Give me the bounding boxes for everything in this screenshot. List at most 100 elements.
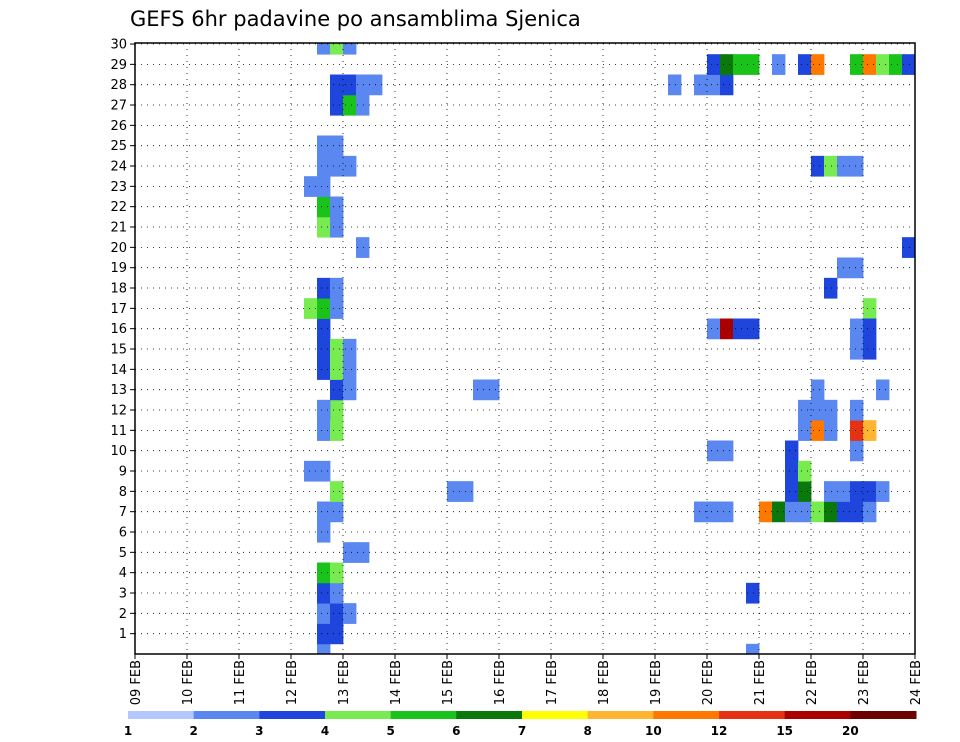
- y-tick-label: 4: [119, 566, 127, 581]
- heatmap-cell: [317, 460, 331, 482]
- heatmap-cell: [746, 318, 760, 340]
- heatmap-cell: [824, 481, 838, 502]
- legend-label: 6: [452, 724, 460, 738]
- y-tick-label: 20: [110, 241, 127, 256]
- heatmap-cell: [343, 379, 357, 401]
- heatmap-cell: [317, 501, 331, 523]
- heatmap-cell: [863, 318, 877, 340]
- x-tick-label: 17 FEB: [545, 660, 560, 705]
- heatmap-cell: [707, 440, 721, 462]
- heatmap-cell: [785, 440, 799, 462]
- y-tick-label: 7: [119, 505, 127, 520]
- y-tick-label: 19: [110, 261, 127, 276]
- heatmap-cell: [733, 318, 747, 340]
- heatmap-cell: [356, 74, 370, 96]
- y-tick-label: 6: [119, 526, 127, 541]
- heatmap-cell: [330, 94, 344, 116]
- heatmap-cell: [772, 54, 786, 75]
- heatmap-cell: [330, 135, 344, 157]
- y-tick-label: 25: [110, 139, 127, 154]
- heatmap-cell: [707, 74, 721, 96]
- heatmap-cell: [785, 501, 799, 523]
- heatmap-cell: [811, 155, 825, 177]
- heatmap-cell: [460, 481, 474, 502]
- heatmap-cell: [317, 318, 331, 340]
- heatmap-cell: [772, 501, 786, 523]
- y-tick-label: 22: [110, 200, 127, 215]
- heatmap-cell: [317, 643, 331, 655]
- heatmap-cell: [863, 54, 877, 75]
- heatmap-cell: [811, 501, 825, 523]
- heatmap-cell: [317, 338, 331, 360]
- heatmap-cell: [317, 155, 331, 177]
- heatmap-cell: [720, 74, 734, 96]
- x-tick-label: 13 FEB: [337, 660, 352, 705]
- y-tick-label: 21: [110, 221, 127, 236]
- heatmap-cell: [746, 643, 760, 655]
- heatmap-cell: [746, 54, 760, 75]
- heatmap-cell: [798, 501, 812, 523]
- heatmap-cell: [317, 359, 331, 380]
- heatmap-cell: [720, 54, 734, 75]
- y-tick-label: 28: [110, 78, 127, 93]
- heatmap-cell: [746, 582, 760, 604]
- heatmap-cell: [785, 460, 799, 482]
- legend-swatch: [259, 711, 326, 719]
- y-tick-label: 10: [110, 444, 127, 459]
- y-tick-label: 17: [110, 302, 127, 317]
- x-tick-label: 19 FEB: [649, 660, 664, 705]
- heatmap-cell: [733, 54, 747, 75]
- x-tick-label: 18 FEB: [597, 660, 612, 705]
- heatmap-cell: [876, 379, 890, 401]
- heatmap-cell: [863, 298, 877, 319]
- heatmap-cell: [850, 420, 864, 441]
- heatmap-cell: [317, 277, 331, 299]
- heatmap-cell: [343, 603, 357, 624]
- legend-label: 3: [255, 724, 263, 738]
- x-tick-label: 11 FEB: [233, 660, 248, 705]
- heatmap-cell: [850, 440, 864, 462]
- heatmap-cell: [863, 338, 877, 360]
- heatmap-cell: [863, 481, 877, 502]
- legend-swatch: [193, 711, 260, 719]
- heatmap-cell: [330, 298, 344, 319]
- y-tick-label: 11: [110, 424, 127, 439]
- y-tick-label: 9: [119, 465, 127, 480]
- heatmap-cell: [811, 379, 825, 401]
- heatmap-cell: [317, 196, 331, 218]
- x-tick-label: 23 FEB: [857, 660, 872, 705]
- heatmap-cell: [785, 481, 799, 502]
- y-tick-label: 29: [110, 58, 127, 73]
- heatmap-cell: [902, 54, 916, 75]
- heatmap-cell: [343, 155, 357, 177]
- heatmap-cell: [317, 420, 331, 441]
- heatmap-cell: [694, 74, 708, 96]
- heatmap-cell: [850, 501, 864, 523]
- legend-swatch: [522, 711, 589, 719]
- heatmap-cell: [811, 399, 825, 421]
- legend-swatch: [390, 711, 457, 719]
- heatmap-cell: [850, 338, 864, 360]
- heatmap-cell: [330, 420, 344, 441]
- plot-frame: [134, 42, 916, 655]
- heatmap-cell: [330, 359, 344, 380]
- legend-swatch: [719, 711, 786, 719]
- heatmap-cell: [317, 298, 331, 319]
- heatmap-cell: [330, 603, 344, 624]
- heatmap-cell: [330, 43, 344, 55]
- y-tick-label: 16: [110, 322, 127, 337]
- heatmap-cell: [330, 277, 344, 299]
- heatmap-cell: [824, 501, 838, 523]
- heatmap-cell: [304, 298, 318, 319]
- legend-label: 10: [645, 724, 662, 738]
- legend-swatch: [587, 711, 654, 719]
- heatmap-cell: [889, 54, 903, 75]
- legend-swatch: [784, 711, 851, 719]
- legend-swatch: [653, 711, 720, 719]
- heatmap-cell: [707, 501, 721, 523]
- y-tick-label: 3: [119, 587, 127, 602]
- heatmap-cell: [668, 74, 682, 96]
- heatmap-cell: [343, 338, 357, 360]
- x-tick-label: 21 FEB: [753, 660, 768, 705]
